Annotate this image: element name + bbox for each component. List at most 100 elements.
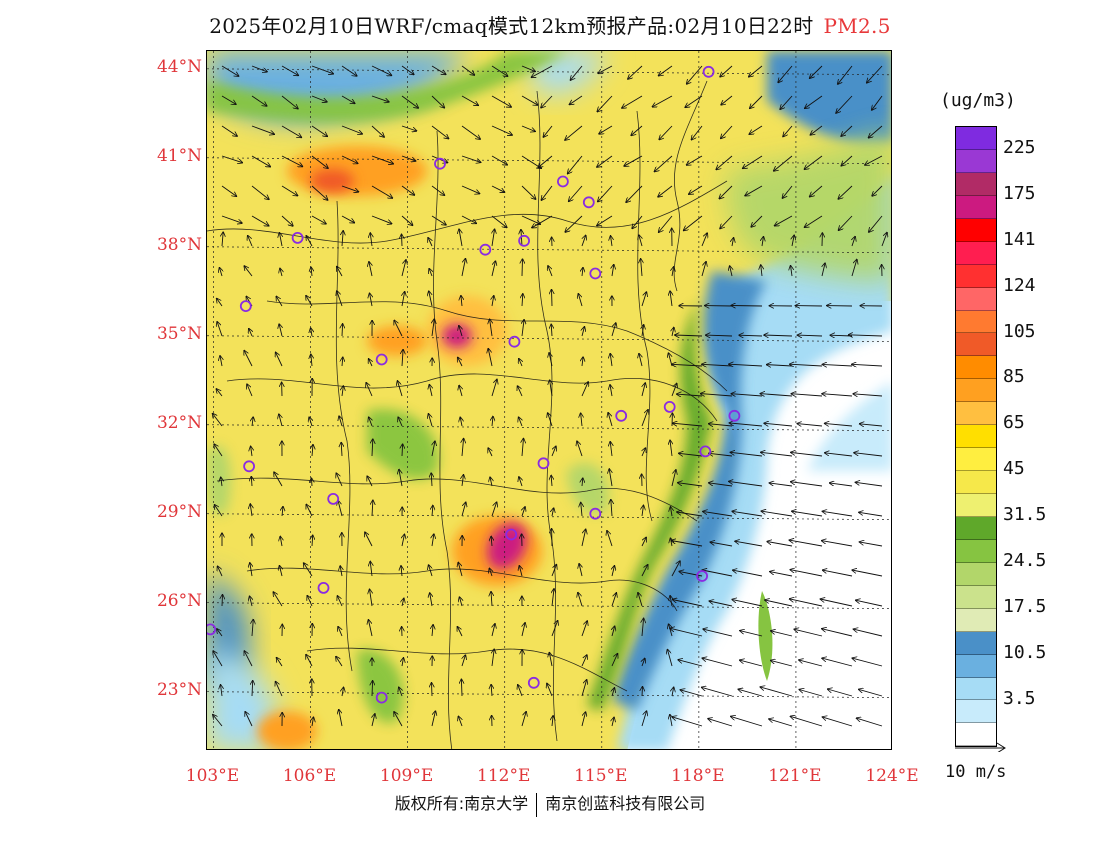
wind-arrow	[565, 215, 583, 232]
wind-arrow	[372, 714, 375, 727]
city-station-marker	[375, 691, 388, 704]
wind-arrow	[521, 185, 536, 199]
wind-arrow	[670, 596, 672, 607]
wind-arrow	[492, 649, 494, 667]
wind-arrow	[824, 423, 853, 426]
wind-arrow	[311, 65, 333, 74]
wind-arrow	[281, 65, 299, 76]
wind-arrow	[675, 335, 703, 336]
pm25-map	[207, 51, 891, 749]
wind-arrow	[822, 394, 853, 396]
wind-arrow	[769, 719, 793, 727]
wind-arrow	[309, 417, 312, 427]
wind-arrow	[670, 507, 672, 517]
wind-arrow	[679, 453, 703, 456]
wind-arrow	[782, 185, 793, 198]
wind-arrow	[402, 349, 403, 367]
map-panel[interactable]	[206, 50, 892, 750]
wind-arrow	[581, 382, 588, 397]
wind-arrow	[719, 185, 733, 199]
wind-arrow	[431, 711, 436, 727]
wind-arrow	[761, 511, 793, 517]
wind-arrow	[281, 155, 303, 167]
wind-arrow	[581, 529, 586, 547]
copyright-owner: 版权所有:南京大学	[394, 794, 529, 813]
wind-arrow	[458, 716, 462, 727]
wind-arrow	[701, 687, 733, 697]
wind-arrow	[731, 394, 763, 396]
wind-arrow	[221, 215, 242, 223]
wind-arrow	[462, 655, 466, 667]
wind-arrow	[569, 95, 583, 105]
wind-arrow	[611, 653, 618, 667]
clean-air-regions	[207, 51, 891, 749]
lon-label: 118°E	[671, 766, 725, 786]
wind-arrow	[642, 383, 645, 397]
wind-arrow	[213, 715, 223, 727]
wind-arrow	[342, 231, 343, 247]
wind-arrow	[492, 624, 495, 637]
colorbar-swatch	[956, 631, 996, 655]
wind-arrow	[306, 296, 313, 307]
wind-arrow	[598, 185, 613, 202]
wind-arrow	[521, 95, 538, 105]
colorbar-label: 65	[1003, 412, 1025, 434]
wind-arrow	[521, 215, 541, 224]
wind-arrow	[538, 155, 553, 168]
colorbar-swatch	[956, 356, 996, 380]
wind-arrow	[429, 269, 432, 277]
colorbar	[955, 126, 997, 748]
copyright-company: 南京创蓝科技有限公司	[545, 794, 706, 813]
wind-arrow	[771, 660, 793, 667]
wind-arrow	[766, 365, 793, 366]
wind-arrow	[760, 394, 793, 396]
wind-arrow	[810, 185, 823, 197]
wind-arrow	[670, 291, 672, 307]
lon-label: 124°E	[865, 766, 919, 786]
wind-arrow	[700, 394, 733, 396]
lon-label: 115°E	[574, 766, 628, 786]
colorbar-swatch	[956, 218, 996, 242]
wind-arrow	[337, 266, 343, 277]
wind-arrow	[521, 65, 535, 72]
colorbar-label: 175	[1003, 182, 1036, 204]
wind-arrow	[745, 185, 763, 196]
colorbar-swatch	[956, 195, 996, 219]
wind-arrow	[611, 236, 613, 247]
wind-arrow	[789, 599, 823, 607]
wind-arrow	[859, 542, 883, 547]
wind-arrow	[457, 627, 463, 637]
wind-arrow	[791, 452, 823, 457]
wind-arrow	[276, 657, 283, 667]
wind-arrow	[859, 689, 883, 697]
wind-arrow	[731, 306, 763, 307]
copyright-footer: 版权所有:南京大学 南京创蓝科技有限公司	[0, 790, 1100, 817]
wind-arrow	[881, 232, 887, 247]
wind-arrow	[761, 452, 793, 457]
wind-arrow	[720, 65, 733, 77]
wind-arrow	[641, 259, 642, 277]
wind-arrow	[311, 354, 312, 367]
wind-arrow	[281, 185, 298, 196]
variable-label: PM2.5	[823, 14, 891, 38]
wind-arrow	[251, 215, 269, 226]
wind-arrow	[281, 95, 298, 109]
wind-arrow	[491, 502, 497, 517]
wind-arrow	[341, 125, 362, 134]
wind-arrow	[680, 690, 703, 697]
wind-arrow	[432, 625, 433, 637]
wind-arrow	[701, 262, 706, 277]
wind-arrow	[706, 335, 733, 336]
wind-arrow	[311, 215, 326, 224]
wind-arrow	[731, 716, 763, 727]
wind-arrow	[838, 215, 853, 230]
wind-arrow	[217, 322, 223, 337]
wind-arrow	[677, 394, 703, 396]
wind-arrow	[685, 95, 703, 107]
wind-arrow	[735, 541, 763, 547]
wind-arrow	[491, 536, 492, 547]
wind-arrow	[691, 125, 703, 140]
wind-arrow	[251, 155, 271, 167]
colorbar-swatch	[956, 287, 996, 311]
wind-arrow	[462, 475, 464, 487]
